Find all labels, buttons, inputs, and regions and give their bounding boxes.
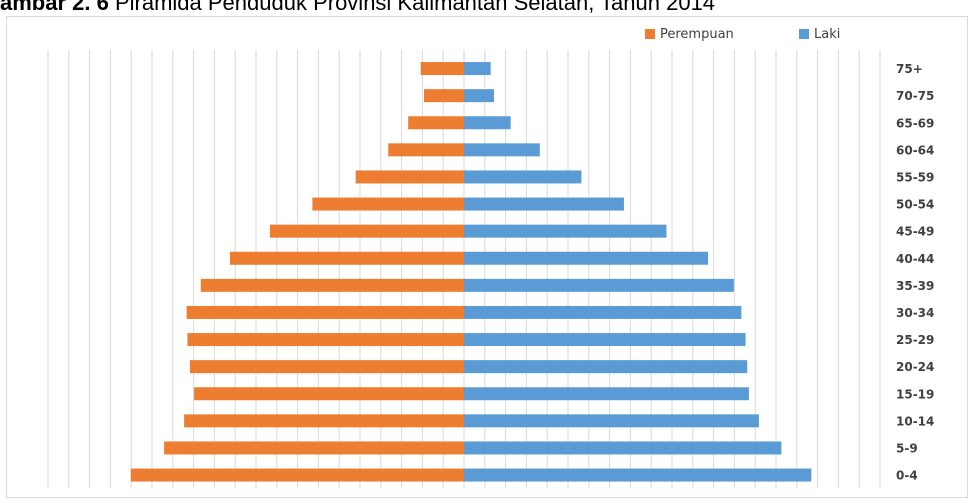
tick-label-age-group: 5-9 [896, 441, 918, 455]
tick-label-age-group: 30-34 [896, 306, 934, 320]
bar-perempuan-50-54 [312, 197, 464, 211]
tick-label-age-group: 45-49 [896, 225, 934, 239]
bar-laki-50-54 [464, 197, 624, 211]
bar-perempuan-5-9 [164, 441, 464, 455]
bar-perempuan-60-64 [388, 143, 464, 157]
bar-perempuan-30-34 [186, 305, 464, 319]
tick-label-age-group: 75+ [896, 62, 923, 76]
figure-caption: ambar 2. 6 Piramida Penduduk Provinsi Ka… [0, 0, 976, 18]
bar-perempuan-10-14 [184, 414, 464, 428]
tick-label-age-group: 65-69 [896, 116, 934, 130]
bar-perempuan-0-4 [130, 468, 465, 482]
bar-perempuan-65-69 [408, 116, 464, 130]
age-group-labels: 75+ 70-75 65-69 60-64 55-59 50-54 45-49 40-44 35… [896, 62, 934, 483]
tick-label-age-group: 40-44 [896, 252, 934, 266]
bar-perempuan-15-19 [194, 387, 464, 401]
tick-label-age-group: 0-4 [896, 469, 918, 483]
bar-laki-55-59 [464, 170, 582, 184]
legend-swatch-perempuan [645, 29, 655, 39]
bar-laki-30-34 [464, 305, 742, 319]
bar-perempuan-40-44 [229, 251, 464, 265]
figure-number: ambar 2. 6 [0, 0, 109, 15]
tick-label-age-group: 20-24 [896, 360, 934, 374]
bar-perempuan-75+ [420, 62, 464, 76]
bar-laki-75+ [464, 62, 491, 76]
tick-label-age-group: 35-39 [896, 279, 934, 293]
bar-laki-70-75 [464, 89, 494, 103]
legend: Perempuan Laki [645, 27, 840, 42]
tick-label-age-group: 10-14 [896, 414, 934, 428]
legend-label-perempuan: Perempuan [660, 27, 734, 42]
legend-swatch-laki [799, 29, 809, 39]
bar-perempuan-20-24 [189, 360, 464, 374]
bar-laki-15-19 [464, 387, 749, 401]
tick-label-age-group: 55-59 [896, 170, 934, 184]
bar-laki-60-64 [464, 143, 540, 157]
bar-perempuan-55-59 [355, 170, 464, 184]
figure-title: Piramida Penduduk Provinsi Kalimantan Se… [108, 0, 716, 15]
bar-laki-0-4 [464, 468, 812, 482]
bar-laki-10-14 [464, 414, 759, 428]
bar-perempuan-35-39 [200, 278, 464, 292]
bar-laki-5-9 [464, 441, 782, 455]
bar-perempuan-45-49 [269, 224, 464, 238]
bar-laki-45-49 [464, 224, 667, 238]
tick-label-age-group: 15-19 [896, 387, 934, 401]
bar-laki-35-39 [464, 278, 734, 292]
legend-label-laki: Laki [814, 27, 840, 42]
tick-label-age-group: 60-64 [896, 143, 934, 157]
tick-label-age-group: 25-29 [896, 333, 934, 347]
bar-laki-25-29 [464, 333, 746, 347]
bar-perempuan-70-75 [424, 89, 464, 103]
bar-laki-20-24 [464, 360, 748, 374]
tick-label-age-group: 50-54 [896, 198, 934, 212]
bar-laki-40-44 [464, 251, 709, 265]
bars [130, 62, 812, 482]
bar-perempuan-25-29 [187, 333, 464, 347]
bar-laki-65-69 [464, 116, 511, 130]
tick-label-age-group: 70-75 [896, 89, 934, 103]
